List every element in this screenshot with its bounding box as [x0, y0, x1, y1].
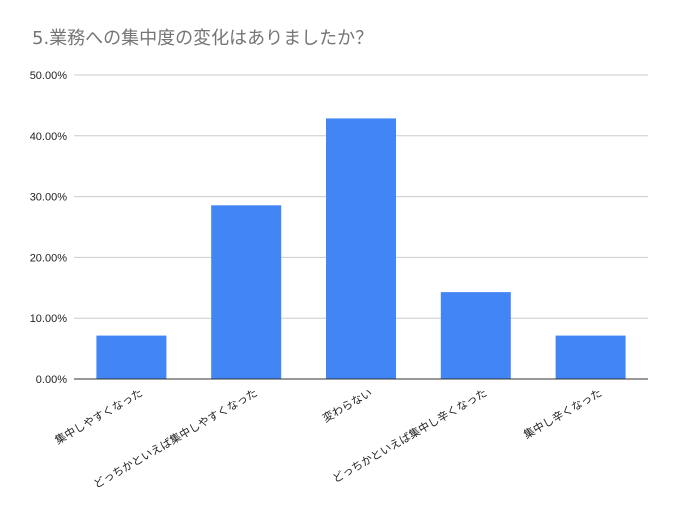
x-category-label: 集中しやすくなった: [52, 385, 145, 447]
x-category-label: 変わらない: [320, 385, 375, 425]
bar: [211, 205, 282, 379]
y-tick-label: 0.00%: [36, 374, 67, 386]
bar: [96, 335, 167, 379]
bar: [440, 292, 511, 379]
y-tick-label: 20.00%: [30, 252, 68, 264]
chart-title: 5.業務への集中度の変化はありましたか？: [32, 28, 374, 49]
x-category-label: 集中し辛くなった: [521, 385, 604, 441]
y-tick-label: 50.00%: [30, 70, 68, 82]
y-tick-label: 10.00%: [30, 313, 68, 325]
y-tick-label: 40.00%: [30, 131, 68, 143]
bar: [326, 118, 396, 380]
y-tick-label: 30.00%: [30, 192, 68, 204]
bar: [555, 335, 626, 379]
